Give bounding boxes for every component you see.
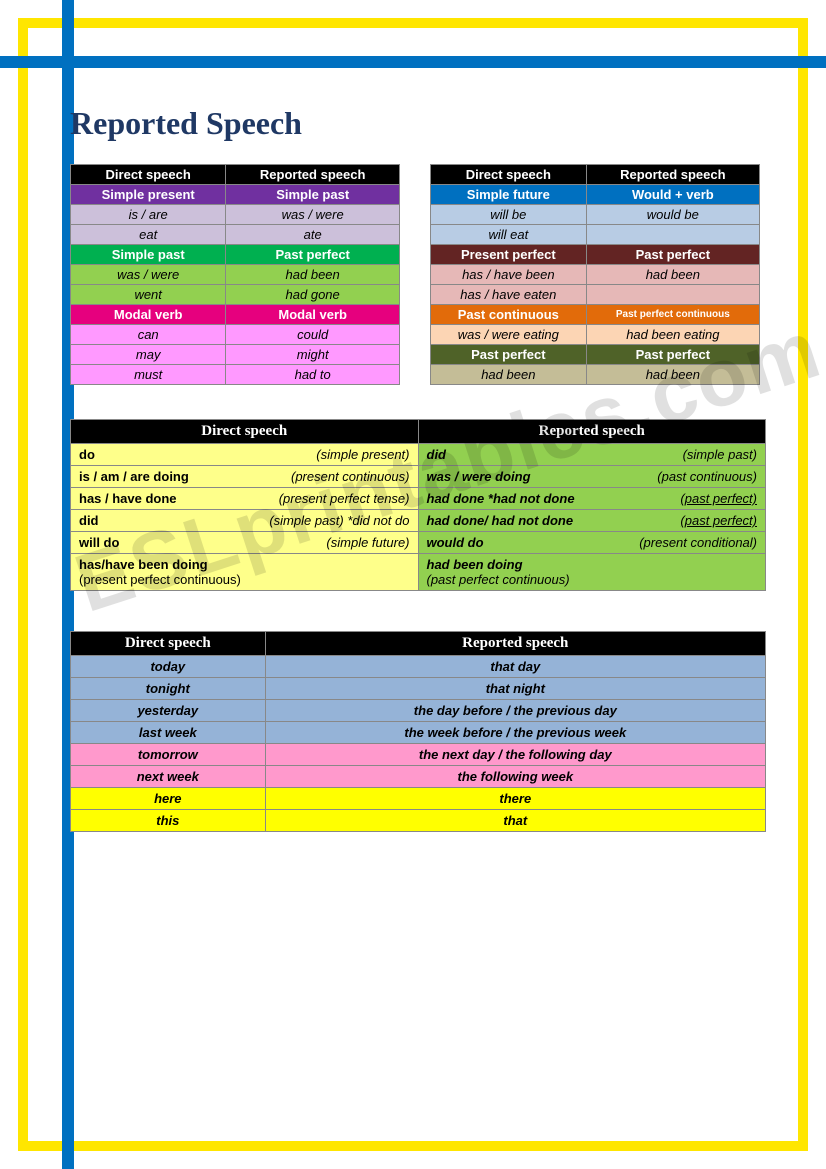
content-area: Reported Speech Direct speechReported sp…	[70, 105, 766, 832]
page-title: Reported Speech	[70, 105, 766, 142]
table-tenses-right: Direct speechReported speechSimple futur…	[430, 164, 760, 385]
table-verb-forms: Direct speechReported speechdo (simple p…	[70, 419, 766, 591]
top-tables-row: Direct speechReported speechSimple prese…	[70, 164, 766, 385]
table-time-expressions: Direct speechReported speechtodaythat da…	[70, 631, 766, 832]
table-tenses-left: Direct speechReported speechSimple prese…	[70, 164, 400, 385]
frame-blue-horizontal	[0, 56, 826, 68]
